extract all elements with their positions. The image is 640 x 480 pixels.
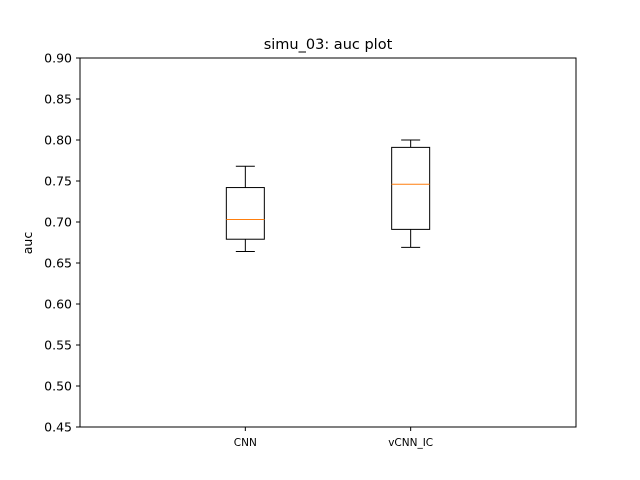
y-tick-label: 0.60 bbox=[44, 297, 72, 312]
box-cnn bbox=[225, 165, 265, 253]
y-tick-label: 0.65 bbox=[44, 256, 72, 271]
y-tick-label: 0.50 bbox=[44, 379, 72, 394]
x-axis-ticks: CNN vCNN_IC bbox=[234, 427, 433, 449]
y-axis-ticks: 0.45 0.50 0.55 0.60 0.65 0.70 0.75 0.80 0.85 0.90 bbox=[44, 51, 80, 435]
y-axis-label: auc bbox=[20, 232, 35, 255]
y-tick-label: 0.45 bbox=[44, 420, 72, 435]
box-vcnn-ic bbox=[391, 139, 431, 248]
box-series bbox=[225, 139, 431, 253]
interquartile-box bbox=[225, 187, 265, 240]
plot-area-frame bbox=[79, 57, 577, 428]
y-tick-label: 0.90 bbox=[44, 51, 72, 66]
x-tick-label: CNN bbox=[234, 437, 257, 449]
y-tick-label: 0.80 bbox=[44, 133, 72, 148]
interquartile-box bbox=[391, 146, 431, 230]
y-tick-label: 0.75 bbox=[44, 174, 72, 189]
y-tick-label: 0.70 bbox=[44, 215, 72, 230]
y-tick-label: 0.85 bbox=[44, 92, 72, 107]
y-tick-label: 0.55 bbox=[44, 338, 72, 353]
x-tick-label: vCNN_IC bbox=[388, 437, 433, 449]
chart-title: simu_03: auc plot bbox=[264, 37, 393, 53]
